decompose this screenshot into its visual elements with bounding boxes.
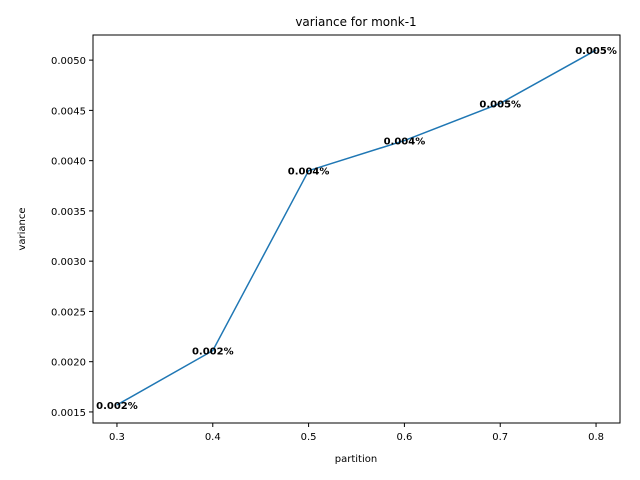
y-tick-label: 0.0050 [51,56,86,67]
series-line [116,49,597,406]
x-tick-label: 0.8 [588,432,604,443]
x-tick-label: 0.7 [492,432,508,443]
y-tick-label: 0.0015 [51,408,86,419]
x-tick-label: 0.3 [109,432,125,443]
data-label: 0.004% [384,137,426,148]
y-axis-label: variance [17,207,28,250]
chart-title: variance for monk-1 [295,15,416,29]
x-axis-label: partition [335,454,377,465]
plot-area [93,35,620,423]
y-tick-label: 0.0025 [51,307,86,318]
x-tick-label: 0.4 [205,432,221,443]
y-tick-label: 0.0045 [51,106,86,117]
data-label: 0.002% [192,347,234,358]
y-tick-label: 0.0035 [51,207,86,218]
y-tick-label: 0.0030 [51,257,86,268]
plot-frame [92,34,621,424]
data-label: 0.002% [96,401,138,412]
x-tick-label: 0.6 [396,432,412,443]
data-label: 0.005% [479,99,521,110]
data-label: 0.004% [288,167,330,178]
y-tick-label: 0.0040 [51,157,86,168]
y-tick-label: 0.0020 [51,358,86,369]
x-tick-label: 0.5 [301,432,317,443]
chart-marks: 0.002% 0.002% 0.004% 0.004% 0.005% 0.005% [96,46,617,412]
data-label: 0.005% [575,46,617,57]
